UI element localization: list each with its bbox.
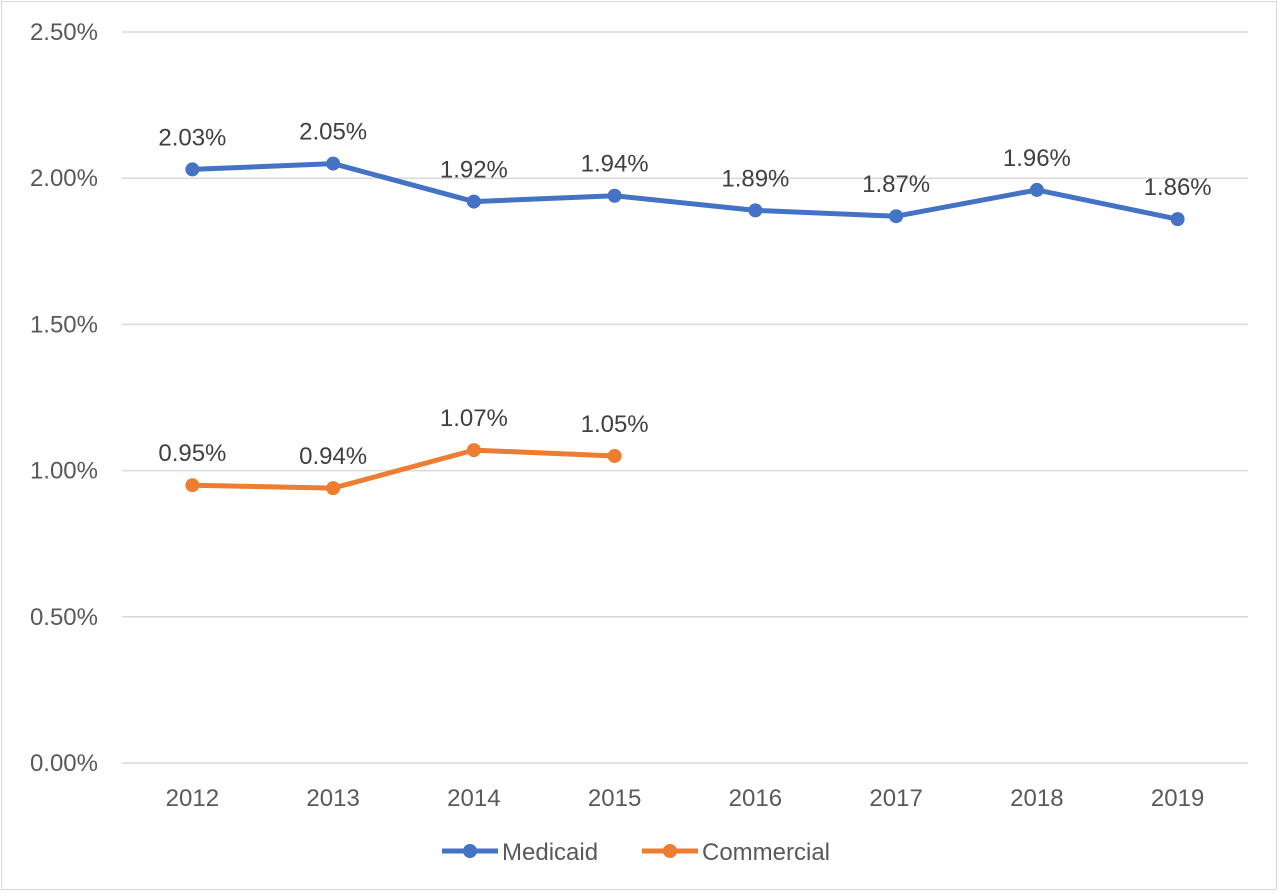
data-label: 0.95% xyxy=(158,440,226,467)
series-commercial: 0.95% 0.94% 1.07% 1.05% xyxy=(158,405,649,496)
x-tick-label: 2014 xyxy=(447,785,500,812)
y-axis: 0.00% 0.50% 1.00% 1.50% 2.00% 2.50% xyxy=(30,19,98,777)
y-tick-label: 1.50% xyxy=(30,311,98,338)
series-line xyxy=(189,161,1181,222)
data-point xyxy=(1029,182,1044,197)
x-tick-label: 2017 xyxy=(869,785,922,812)
y-tick-label: 2.50% xyxy=(30,19,98,46)
series-line xyxy=(189,447,618,491)
data-label: 0.94% xyxy=(299,443,367,470)
data-point xyxy=(748,203,763,218)
legend-swatch-marker xyxy=(463,844,477,858)
x-tick-label: 2012 xyxy=(166,785,219,812)
data-point xyxy=(889,209,904,224)
legend-label: Commercial xyxy=(702,839,830,866)
data-point xyxy=(466,443,481,458)
legend-item-medicaid: Medicaid xyxy=(442,839,598,866)
x-axis: 2012 2013 2014 2015 2016 2017 2018 2019 xyxy=(166,785,1205,812)
data-label: 1.86% xyxy=(1144,174,1212,201)
x-tick-label: 2018 xyxy=(1010,785,1063,812)
data-label: 1.94% xyxy=(581,151,649,178)
data-point xyxy=(185,478,200,493)
series-layer: 2.03% 2.05% 1.92% 1.94% 1.89% 1.87% 1.96% 1.86%… xyxy=(158,119,1212,496)
x-tick-label: 2019 xyxy=(1151,785,1204,812)
x-tick-label: 2015 xyxy=(588,785,641,812)
data-point xyxy=(466,194,481,209)
y-tick-label: 1.00% xyxy=(30,458,98,485)
data-label: 1.96% xyxy=(1003,145,1071,172)
legend-label: Medicaid xyxy=(502,839,598,866)
data-label: 1.87% xyxy=(862,171,930,198)
legend-swatch-marker xyxy=(663,844,677,858)
data-label: 2.05% xyxy=(299,119,367,146)
series-medicaid: 2.03% 2.05% 1.92% 1.94% 1.89% 1.87% 1.96% 1.86% xyxy=(158,119,1212,227)
data-label: 1.92% xyxy=(440,157,508,184)
y-tick-label: 0.50% xyxy=(30,604,98,631)
data-point xyxy=(1170,212,1185,227)
data-point xyxy=(607,448,622,463)
data-point xyxy=(326,156,341,171)
x-tick-label: 2016 xyxy=(729,785,782,812)
data-point xyxy=(607,188,622,203)
data-point xyxy=(185,162,200,177)
gridlines xyxy=(122,31,1248,764)
x-tick-label: 2013 xyxy=(306,785,359,812)
legend: Medicaid Commercial xyxy=(442,839,830,866)
data-label: 1.89% xyxy=(721,165,789,192)
legend-item-commercial: Commercial xyxy=(642,839,830,866)
y-tick-label: 2.00% xyxy=(30,165,98,192)
y-tick-label: 0.00% xyxy=(30,750,98,777)
data-label: 2.03% xyxy=(158,124,226,151)
data-label: 1.07% xyxy=(440,405,508,432)
data-point xyxy=(326,481,341,496)
data-label: 1.05% xyxy=(581,411,649,438)
